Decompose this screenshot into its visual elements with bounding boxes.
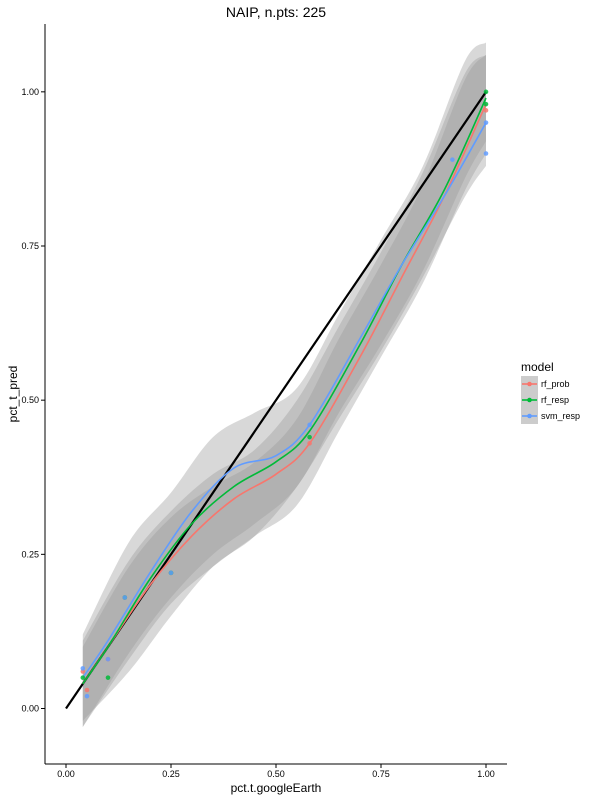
point-rf_resp-4 xyxy=(307,434,312,440)
legend-key-point xyxy=(527,381,532,387)
y-axis-title: pct_t_pred xyxy=(6,366,20,423)
smooth-line-rf_prob xyxy=(82,103,487,685)
band-rf_resp xyxy=(82,54,487,727)
x-tick-label: 0.50 xyxy=(267,769,285,779)
point-svm_resp-7 xyxy=(483,151,489,156)
legend-title: model xyxy=(521,360,554,374)
legend-label-svm_resp: svm_resp xyxy=(541,411,580,421)
point-rf_prob-1 xyxy=(84,687,90,693)
smooth-lines xyxy=(82,97,487,685)
point-svm_resp-3 xyxy=(122,595,128,600)
chart-title: NAIP, n.pts: 225 xyxy=(226,4,326,20)
x-axis-ticks: 0.00 0.25 0.50 0.75 1.00 xyxy=(57,764,495,779)
band-rf_prob xyxy=(82,54,487,727)
y-tick-label: 0.75 xyxy=(21,241,39,251)
point-rf_resp-6 xyxy=(483,101,489,107)
point-rf_prob-5 xyxy=(307,441,312,446)
point-rf_resp-5 xyxy=(483,89,489,95)
y-tick-label: 0.25 xyxy=(21,549,39,559)
point-svm_resp-5 xyxy=(307,422,312,428)
band-svm_resp xyxy=(82,42,487,721)
data-points xyxy=(80,89,489,699)
point-svm_resp-2 xyxy=(105,656,111,662)
smooth-line-rf_resp xyxy=(82,97,487,685)
legend-label-rf_resp: rf_resp xyxy=(541,395,569,405)
y-tick-label: 0.50 xyxy=(21,395,39,405)
legend-key-point xyxy=(527,413,532,419)
x-tick-label: 1.00 xyxy=(477,769,495,779)
y-tick-label: 0.00 xyxy=(21,704,39,714)
point-svm_resp-0 xyxy=(80,666,86,671)
point-rf_prob-6 xyxy=(483,108,489,113)
legend-label-rf_prob: rf_prob xyxy=(541,379,570,389)
point-rf_resp-1 xyxy=(105,675,111,680)
x-tick-label: 0.25 xyxy=(162,769,180,779)
point-svm_resp-8 xyxy=(483,120,489,125)
y-axis-ticks: 0.00 0.25 0.50 0.75 1.00 xyxy=(21,87,45,714)
x-tick-label: 0.00 xyxy=(57,769,75,779)
point-rf_resp-0 xyxy=(80,675,86,680)
point-svm_resp-6 xyxy=(450,157,455,162)
point-svm_resp-1 xyxy=(84,693,90,699)
y-tick-label: 1.00 xyxy=(21,87,39,97)
x-axis-title: pct.t.googleEarth xyxy=(231,781,322,795)
smooth-line-svm_resp xyxy=(82,122,487,679)
x-tick-label: 0.75 xyxy=(372,769,390,779)
legend: model rf_prob rf_resp svm_resp xyxy=(521,360,580,424)
point-svm_resp-4 xyxy=(168,570,174,576)
legend-key-point xyxy=(527,397,532,403)
confidence-bands xyxy=(82,42,487,727)
